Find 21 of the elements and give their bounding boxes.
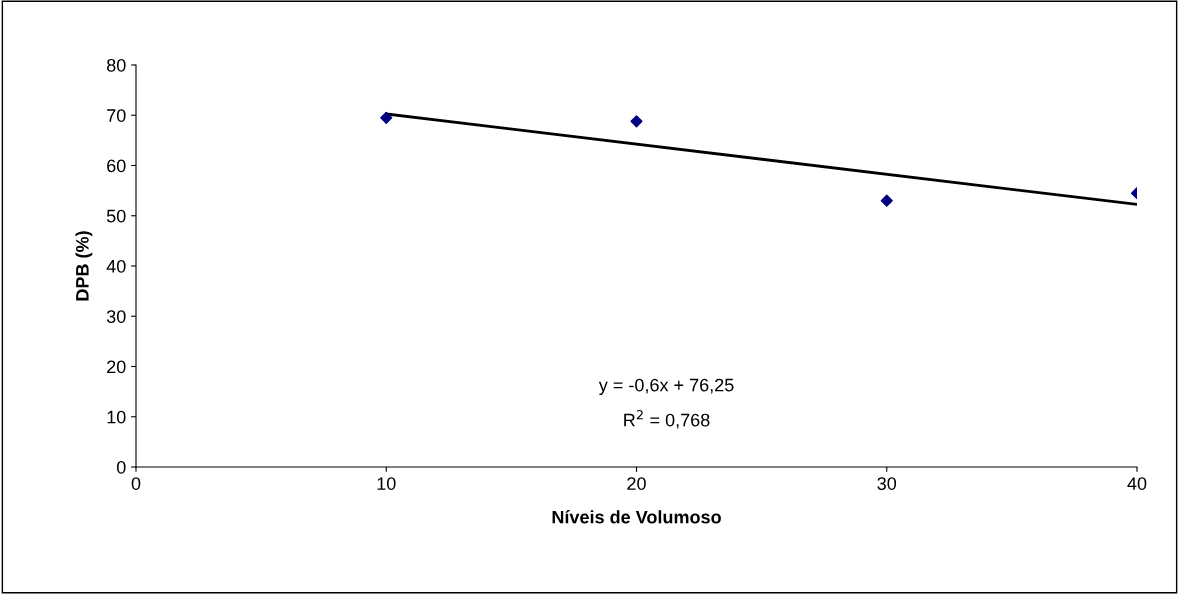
y-tick-label: 10 (107, 410, 126, 424)
point (380, 111, 393, 124)
y-tick-label: 80 (106, 58, 126, 72)
annotation: y = -0,6x + 76,25 (598, 378, 734, 396)
x-tick-label: 10 (377, 477, 396, 490)
y-tick-label: 0 (116, 460, 126, 474)
annotation: R$^{2}$ = 0,768 (624, 409, 710, 429)
y-tick-label: 70 (107, 109, 126, 122)
y-tick-label: 60 (107, 159, 126, 173)
x-tick-label: 0 (131, 477, 141, 490)
y-tick-label: 30 (106, 310, 126, 323)
y-tick-label: 50 (106, 209, 126, 223)
point (630, 115, 643, 128)
y-axis-title: DPB (%) (75, 231, 93, 301)
x-tick-label: 40 (1127, 477, 1147, 490)
x-tick-label: 20 (627, 477, 646, 490)
y-tick-label: 20 (107, 360, 126, 374)
x-axis-title: Níveis de Volumoso (552, 510, 721, 524)
y-tick-label: 40 (106, 259, 126, 273)
x-tick-label: 30 (877, 477, 897, 490)
point (880, 194, 893, 207)
